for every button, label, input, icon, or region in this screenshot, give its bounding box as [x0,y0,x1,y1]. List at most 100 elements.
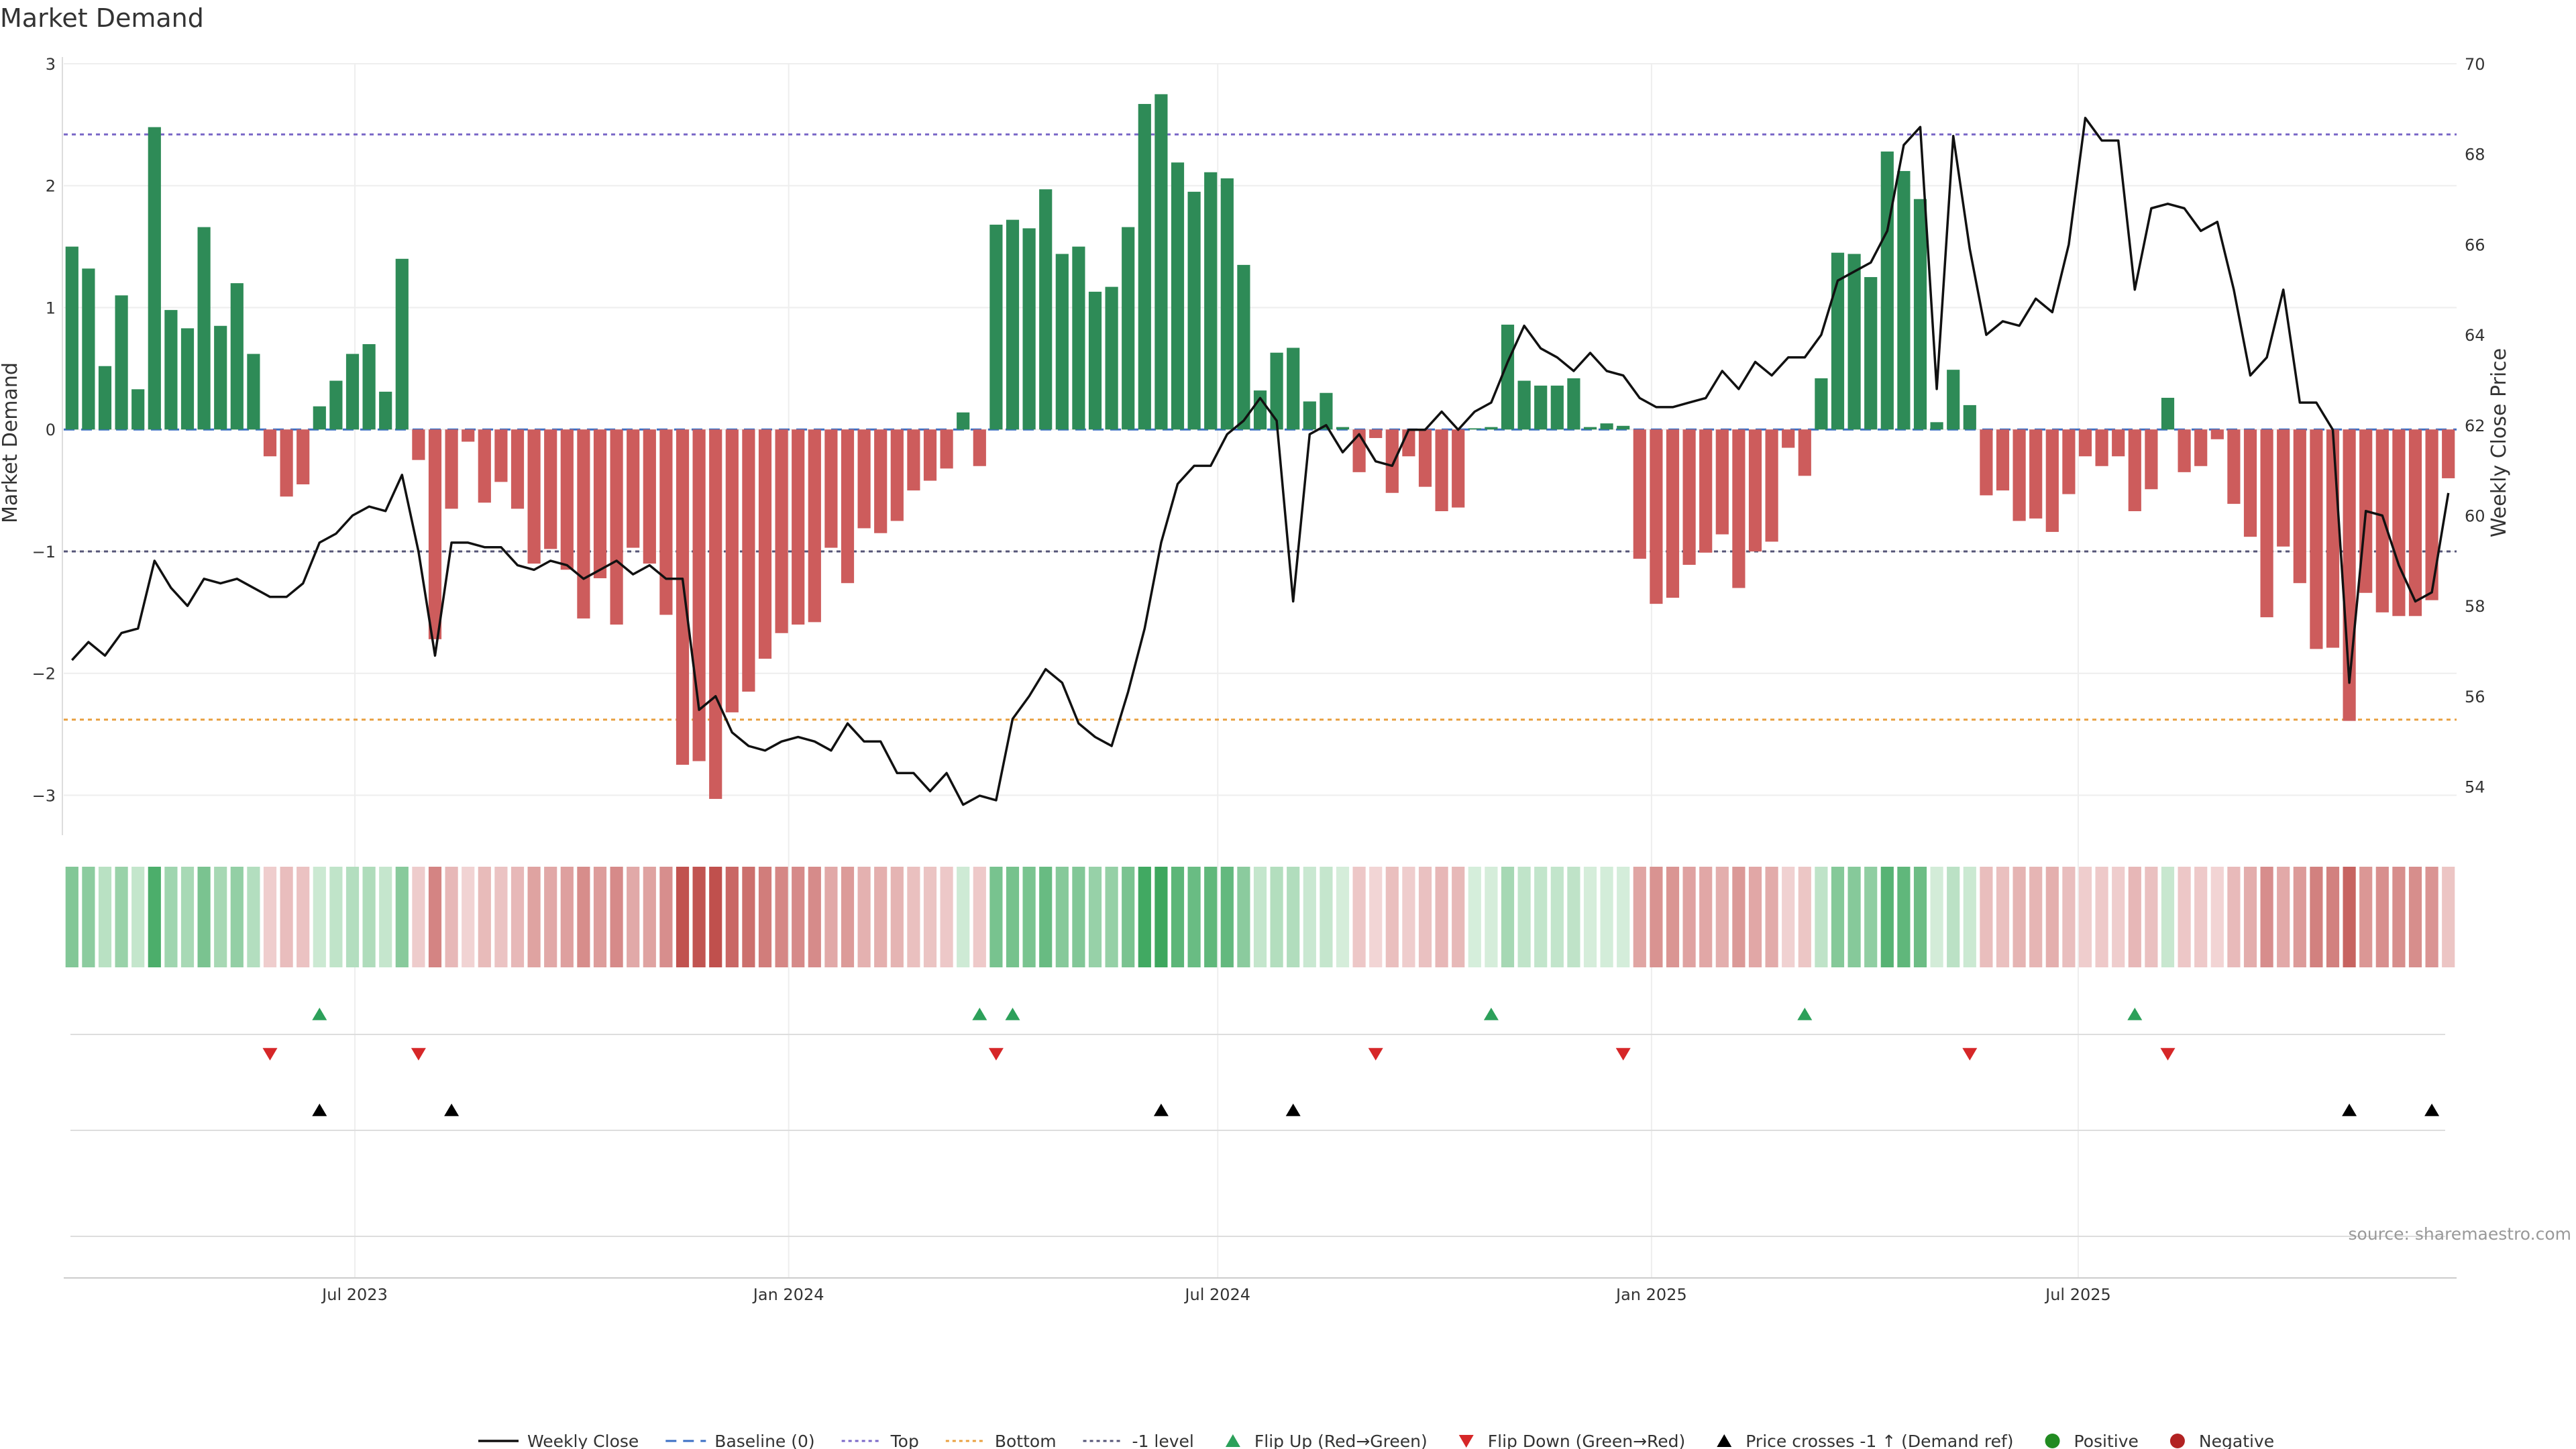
heat-cell [1171,867,1185,967]
heat-cell [1847,867,1861,967]
negative-bar [692,429,706,761]
negative-bar [676,429,690,765]
negative-bar [890,429,904,521]
left-tick-label: −2 [32,665,56,684]
right-y-axis: 70 68 66 64 62 60 58 56 54 [2465,55,2485,797]
negative-bar [792,429,805,625]
heat-cell [1567,867,1580,967]
heat-cell [164,867,178,967]
heat-cell [2442,867,2455,967]
heat-cell [627,867,640,967]
negative-bar [428,429,442,639]
negative-bar [2112,429,2125,457]
legend--1-level: -1 level [1083,1432,1194,1449]
negative-bar [1402,429,1415,457]
right-tick-label: 64 [2465,326,2485,345]
negative-bar [857,429,871,529]
negative-bar [2045,429,2059,532]
negative-bar [1385,429,1399,493]
right-tick-label: 68 [2465,146,2485,164]
right-tick-label: 62 [2465,417,2485,435]
positive-bar [989,224,1003,430]
positive-bar [313,406,326,430]
positive-bar [247,354,260,430]
negative-bar [627,429,640,548]
negative-bar [2078,429,2092,457]
positive-bar [1600,423,1613,430]
heat-cell [2277,867,2290,967]
price-cross-marker [312,1104,327,1116]
heat-cell [610,867,623,967]
heat-cell [1303,867,1316,967]
flip-up-marker [2127,1008,2143,1020]
negative-bar [2260,429,2273,618]
heat-cell [1930,867,1943,967]
source-note: source: sharemaestro.com [2349,1224,2572,1244]
heat-cell [659,867,673,967]
positive-bar [1039,189,1053,430]
heat-cell [1022,867,1036,967]
negative-bar [1666,429,1680,598]
heat-cell [824,867,838,967]
negative-bar [725,429,739,712]
heat-cell [1385,867,1399,967]
negative-bar [808,429,821,623]
price-line-layer [71,117,2450,806]
heat-cell [1270,867,1283,967]
heat-cell [362,867,376,967]
heat-cell [428,867,442,967]
x-tick-label: Jul 2025 [2044,1285,2111,1304]
positive-bar [1468,428,1481,430]
positive-bar [1138,103,1151,430]
heat-cell [1583,867,1597,967]
negative-bar [907,429,920,491]
negative-bar [709,429,722,799]
price-cross-marker [2424,1104,2440,1116]
legend-label: Price crosses -1 ↑ (Demand ref) [1746,1432,2013,1449]
legend-positive: Positive [2045,1432,2139,1449]
heat-cell [2029,867,2043,967]
positive-bar [1617,425,1630,430]
negative-bar [2375,429,2389,612]
heat-cell [1468,867,1481,967]
negative-bar [2062,429,2076,494]
negative-bar [841,429,855,584]
negative-bar [1650,429,1663,604]
negative-bar [1633,429,1646,559]
positive-bar [1155,94,1168,430]
negative-bar [2408,429,2422,616]
positive-bar [362,344,376,430]
negative-bar [263,429,277,457]
positive-bar [1287,347,1300,430]
negative-bar [577,429,590,619]
heat-cell [1699,867,1713,967]
positive-bar [1204,172,1218,430]
negative-bar [2145,429,2158,490]
positive-bar [1880,151,1894,430]
positive-bar [1055,254,1069,430]
x-axis: Jul 2023 Jan 2024 Jul 2024 Jan 2025 Jul 2025 [64,1277,2457,1304]
negative-bar [2012,429,2026,521]
right-tick-label: 58 [2465,597,2485,616]
legend-flip-up-red-green: Flip Up (Red→Green) [1225,1432,1428,1449]
heat-cell [1748,867,1762,967]
heat-cell [2359,867,2373,967]
right-tick-label: 66 [2465,235,2485,254]
left-tick-label: 2 [46,177,56,196]
negative-bar [874,429,888,533]
heat-cell [1039,867,1053,967]
negative-bar [2227,429,2241,504]
positive-bar [1006,219,1020,430]
heat-cell [1253,867,1267,967]
heat-cell [511,867,525,967]
heat-cell [1237,867,1250,967]
legend-top: Top [841,1432,919,1449]
positive-bar [1815,378,1828,430]
heat-cell [560,867,574,967]
positive-bar [2161,397,2175,430]
heat-cell [2375,867,2389,967]
heat-cell [412,867,425,967]
positive-bar [1072,246,1085,430]
heat-cell [1402,867,1415,967]
heat-cell [1072,867,1085,967]
